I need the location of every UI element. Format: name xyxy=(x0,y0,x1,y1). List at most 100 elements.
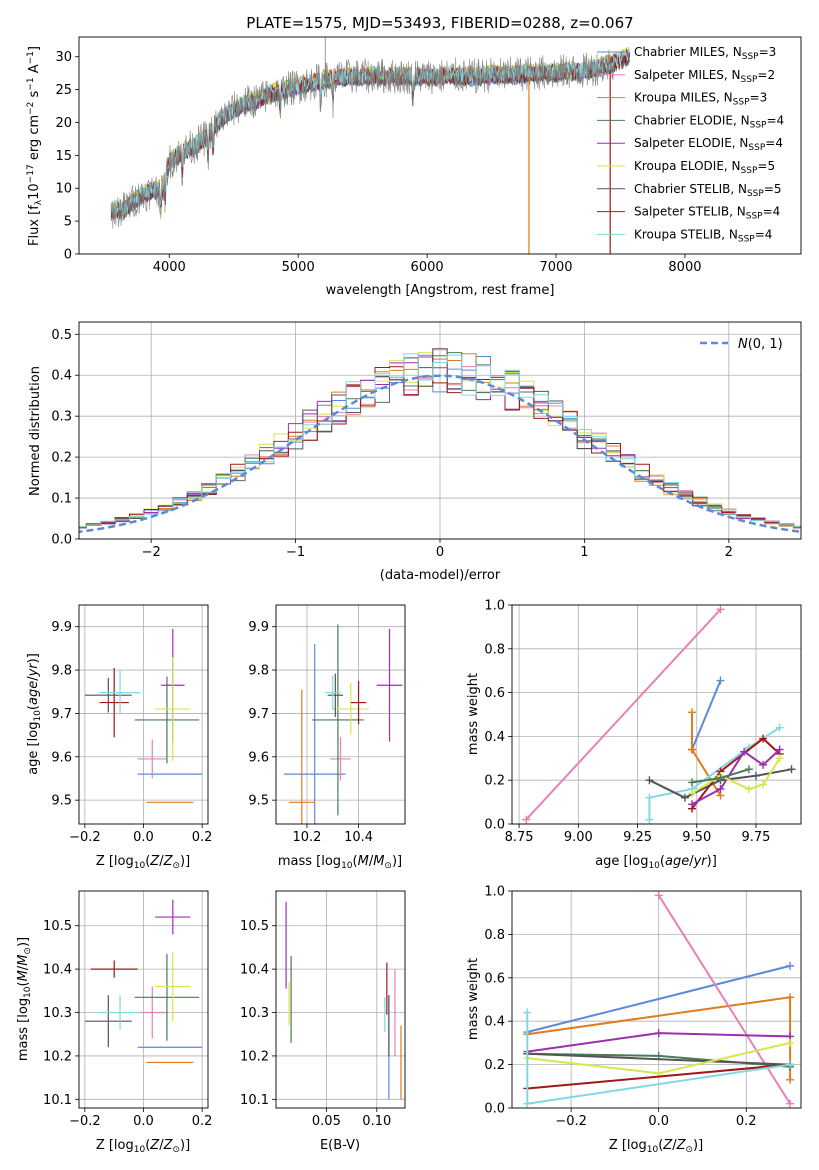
text-part: ( xyxy=(658,1138,663,1153)
y-tick-label: 10.4 xyxy=(43,963,72,978)
residual-histogram-panel: −2 −1 0 1 2 0.0 0.1 0.2 0.3 0.4 0.5 (data-model)/er… xyxy=(28,321,802,583)
plot-area xyxy=(283,624,403,824)
chart-title: PLATE=1575, MJD=53493, FIBERID=0288, z=0… xyxy=(246,14,633,32)
y-tick-label: 10.5 xyxy=(43,919,72,934)
weight-line-salpeter_stelib xyxy=(527,1063,791,1090)
text-part: Chabrier ELODIE, N xyxy=(634,113,750,127)
text-part: SSP xyxy=(733,98,750,108)
y-tick-label: 0.0 xyxy=(484,1102,505,1117)
text-part: ⊙ xyxy=(685,1145,693,1155)
text-part: SSP xyxy=(748,143,765,153)
plot-area xyxy=(522,605,796,824)
weight-marker xyxy=(688,708,697,717)
text-part: Flux [f xyxy=(27,205,42,246)
x-axis-label: Z [log10(Z/Z⊙)] xyxy=(609,1138,703,1155)
plot-area xyxy=(84,628,203,803)
weight-marker xyxy=(786,1038,795,1047)
text-part: M xyxy=(373,854,384,869)
text-part: =4 xyxy=(765,136,783,150)
plot-area xyxy=(285,901,402,1100)
text-part: ( xyxy=(353,854,358,869)
legend-entry: Salpeter MILES, NSSP=2 xyxy=(634,68,775,85)
legend-entry: Kroupa STELIB, NSSP=4 xyxy=(634,227,772,244)
mass-vs-metallicity-panel: −0.2 0.0 0.210.110.210.310.410.5Z [log10(Z… xyxy=(16,890,212,1155)
x-axis-label: E(B-V) xyxy=(320,1138,360,1153)
text-part: age [log xyxy=(595,854,648,869)
y-axis-label: mass [log10(M/M⊙)] xyxy=(16,937,33,1061)
text-part: 10 xyxy=(134,861,146,871)
text-part: Z xyxy=(676,1138,687,1153)
x-tick-label: 0 xyxy=(436,545,444,560)
x-tick-label: 8000 xyxy=(668,260,701,275)
text-part: erg cm xyxy=(27,115,42,164)
weight-marker xyxy=(645,776,654,785)
text-part: Kroupa MILES, N xyxy=(634,91,733,105)
weight-marker xyxy=(716,605,725,614)
text-part: M xyxy=(16,955,31,966)
text-part: mass [log xyxy=(16,998,31,1061)
text-part: Z [log xyxy=(96,1138,134,1153)
y-tick-label: 5 xyxy=(64,215,72,230)
axes-frame xyxy=(78,604,209,825)
weight-marker xyxy=(716,784,725,793)
y-tick-label: 0.4 xyxy=(51,369,72,384)
text-part: =4 xyxy=(755,227,773,241)
text-part: ⊙ xyxy=(23,947,33,955)
y-tick-label: 10.3 xyxy=(240,1006,269,1021)
axes-frame xyxy=(511,604,802,825)
weight-marker xyxy=(786,993,795,1002)
weight-marker xyxy=(680,793,689,802)
weight-marker xyxy=(751,771,760,780)
y-tick-label: 9.6 xyxy=(248,750,269,765)
text-part: ( xyxy=(16,981,31,986)
y-tick-label: 10 xyxy=(55,182,72,197)
x-tick-label: −2 xyxy=(142,545,161,560)
weight-marker xyxy=(716,676,725,685)
weight-marker xyxy=(688,789,697,798)
text-part: )] xyxy=(26,653,41,663)
weight-marker xyxy=(716,774,725,783)
x-axis-label: age [log10(age/yr)] xyxy=(595,854,717,871)
text-part: )] xyxy=(392,854,402,869)
y-tick-label: 9.8 xyxy=(248,664,269,679)
x-tick-label: 2 xyxy=(725,545,733,560)
y-tick-label: 0.6 xyxy=(484,971,505,986)
legend-entry: N(0, 1) xyxy=(738,337,783,352)
x-tick-label: 0.05 xyxy=(312,1114,341,1129)
text-part: SSP xyxy=(741,166,758,176)
weight-marker xyxy=(786,1075,795,1084)
x-tick-label: −1 xyxy=(286,545,305,560)
weights-vs-metallicity-panel: −0.2 0.0 0.20.00.20.40.60.81.0Z [log10(Z/Z… xyxy=(466,885,802,1155)
y-tick-label: 0.4 xyxy=(484,1015,505,1030)
weights-vs-age-panel: 8.75 9.00 9.25 9.50 9.75 0.0 0.2 0.4 0.6 0.8 1.0 ag… xyxy=(466,599,802,871)
axes-frame xyxy=(78,321,802,540)
text-part: −17 xyxy=(26,164,36,183)
text-part: SSP xyxy=(738,234,755,244)
text-part: ( xyxy=(145,854,150,869)
y-tick-label: 9.7 xyxy=(51,707,72,722)
y-tick-label: 0.6 xyxy=(484,686,505,701)
text-part: (0, 1) xyxy=(748,337,783,352)
x-tick-label: 7000 xyxy=(539,260,572,275)
y-tick-label: 0.5 xyxy=(51,328,72,343)
text-part: Salpeter MILES, N xyxy=(634,68,741,82)
text-part: 10 xyxy=(33,710,43,722)
y-tick-label: 0.2 xyxy=(484,774,505,789)
axes-frame xyxy=(275,890,406,1109)
text-part: / xyxy=(159,854,164,869)
y-tick-label: 9.9 xyxy=(51,620,72,635)
text-part: / xyxy=(369,854,374,869)
legend-entry: Chabrier MILES, NSSP=3 xyxy=(634,45,776,62)
weight-marker xyxy=(744,784,753,793)
weight-marker xyxy=(786,1099,795,1108)
y-tick-label: 10.3 xyxy=(43,1006,72,1021)
y-axis-label: age [log10(age/yr)] xyxy=(26,653,43,775)
text-part: SSP xyxy=(742,52,759,62)
text-part: Chabrier MILES, N xyxy=(634,45,742,59)
y-tick-label: 1.0 xyxy=(484,885,505,900)
y-tick-label: 10.1 xyxy=(43,1093,72,1108)
weight-marker xyxy=(775,745,784,754)
text-part: SSP xyxy=(741,75,758,85)
x-tick-label: −0.2 xyxy=(69,830,101,845)
weight-marker xyxy=(744,765,753,774)
